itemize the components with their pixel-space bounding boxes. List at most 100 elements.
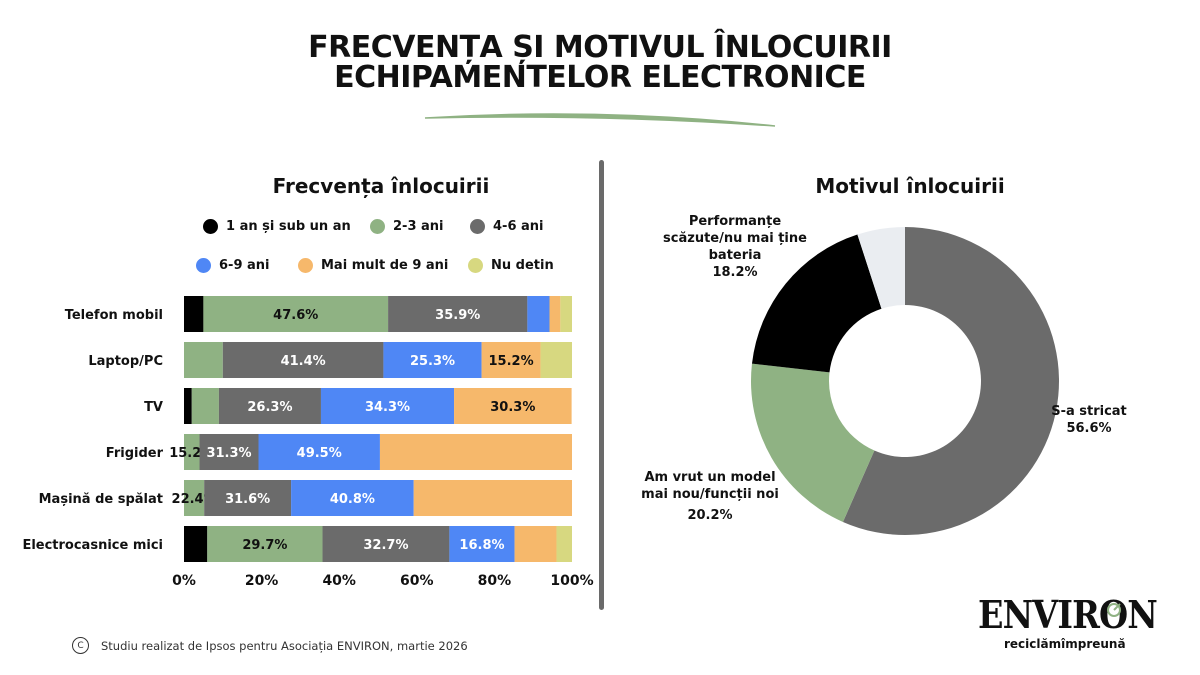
bar-data-label: 29.7% [242,538,287,553]
legend-label: Mai mult de 9 ani [321,258,449,273]
category-label: Electrocasnice mici [22,538,163,553]
legend-swatch [203,219,218,234]
logo-tagline-part2: împreună [1061,637,1126,651]
bar-data-label: 35.9% [435,308,480,323]
bar-segment [199,434,259,470]
bar-segment [207,526,323,562]
title-underline-swoosh [424,113,776,127]
bar-segment [184,434,200,470]
bar-segment [184,480,205,516]
donut-label-newer-line1: Am vrut un model [644,470,776,485]
bar-segment [540,342,572,378]
bar-segment [449,526,515,562]
logo-tagline-part1: reciclăm [1004,637,1062,651]
legend-swatch [196,258,211,273]
donut-slice [751,234,882,373]
legend-label: 4-6 ani [493,219,544,234]
bar-segment [258,434,380,470]
bar-data-label: 47.6% [273,308,318,323]
reason-donut-chart [751,227,1059,535]
bar-data-label: 34.3% [365,400,410,415]
bar-data-label: 31.6% [225,492,270,507]
donut-slice [857,227,905,309]
bar-segment [413,480,572,516]
bar-segment [514,526,557,562]
legend-item-6-9-years: 6-9 ani [196,258,270,273]
page-title-line-1: FRECVENȚA ȘI MOTIVUL ÎNLOCUIRII [308,30,892,65]
bar-segment [388,296,528,332]
bar-segment [379,434,572,470]
donut-label-performance-line2: scăzute/nu mai ține [663,230,807,246]
x-tick-label: 100% [550,573,593,589]
x-tick-label: 0% [172,573,196,589]
category-label: TV [144,400,163,415]
donut-label-newer-line2: mai nou/funcții noi [641,486,779,502]
copyright-icon: C [72,637,89,654]
footer-credit: C Studiu realizat de Ipsos pentru Asocia… [72,637,468,654]
donut-label-performance-value: 18.2% [712,264,758,280]
footer-text: Studiu realizat de Ipsos pentru Asociați… [101,638,468,653]
legend-item-none: Nu detin [468,258,554,273]
x-tick-label: 80% [478,573,512,589]
bar-data-label: 32.7% [363,538,408,553]
legend-label: 2-3 ani [393,219,444,234]
bar-segment [481,342,541,378]
donut-label-broken: S-a stricat 56.6% [1034,404,1144,438]
legend-label: Nu detin [491,258,554,273]
bar-segment [556,526,572,562]
bar-chart-title: Frecvența înlocuirii [272,174,490,198]
donut-label-performance: Performanțe scăzute/nu mai ține bateria … [650,214,820,282]
page-title-line-2: ECHIPAMENTELOR ELECTRONICE [334,60,866,95]
bar-segment [527,296,550,332]
bar-segment [204,480,292,516]
bar-data-label: 40.8% [330,492,375,507]
logo-wordmark: ENVIRON [978,592,1158,637]
donut-slice [751,363,875,522]
section-divider [599,160,604,610]
bar-segment [184,526,208,562]
bar-segment [320,388,455,424]
bar-segment [184,342,223,378]
donut-label-newer: Am vrut un model mai nou/funcții noi 20.… [620,470,800,525]
category-label: Frigider [106,446,164,461]
bar-segment [184,296,204,332]
bar-data-label: 26.3% [247,400,292,415]
donut-label-broken-value: 56.6% [1066,420,1112,436]
legend-item-over-9-years: Mai mult de 9 ani [298,258,448,273]
legend-label: 6-9 ani [219,258,270,273]
legend-label: 1 an și sub un an [226,219,351,234]
legend-item-1-year: 1 an și sub un an [203,219,351,234]
bar-data-label: 30.3% [490,400,535,415]
donut-label-performance-line3: bateria [708,247,762,263]
bar-data-label: 16.8% [459,538,504,553]
bar-data-label: 31.3% [206,446,251,461]
donut-label-broken-name: S-a stricat [1051,404,1127,419]
donut-label-newer-value: 20.2% [687,507,733,523]
donut-label-performance-line1: Performanțe [688,214,782,229]
environ-logo: ENVIRON reciclămîmpreună [978,592,1158,660]
leaf-icon [1107,603,1121,617]
frequency-bar-chart: Telefon mobil 47.6% 35.9% Laptop/PC 41.4% 25.… [22,296,594,589]
category-label: Mașină de spălat [39,492,163,507]
bar-segment [218,388,321,424]
legend-item-4-6-years: 4-6 ani [470,219,544,234]
bar-segment [454,388,572,424]
bar-segment [222,342,384,378]
legend-swatch [298,258,313,273]
legend-swatch [468,258,483,273]
bar-segment [322,526,450,562]
donut-slice [842,227,1059,535]
bar-segment [383,342,482,378]
x-tick-label: 20% [245,573,279,589]
bar-data-label: 41.4% [281,354,326,369]
category-label: Laptop/PC [88,354,163,369]
bar-segment [549,296,561,332]
donut-chart-title: Motivul înlocuirii [815,174,1005,198]
legend-swatch [370,219,385,234]
bar-segment [560,296,572,332]
legend-swatch [470,219,485,234]
bar-segment [291,480,414,516]
bar-segment [184,388,192,424]
x-tick-label: 40% [322,573,356,589]
logo-tagline: reciclămîmpreună [1004,637,1126,651]
